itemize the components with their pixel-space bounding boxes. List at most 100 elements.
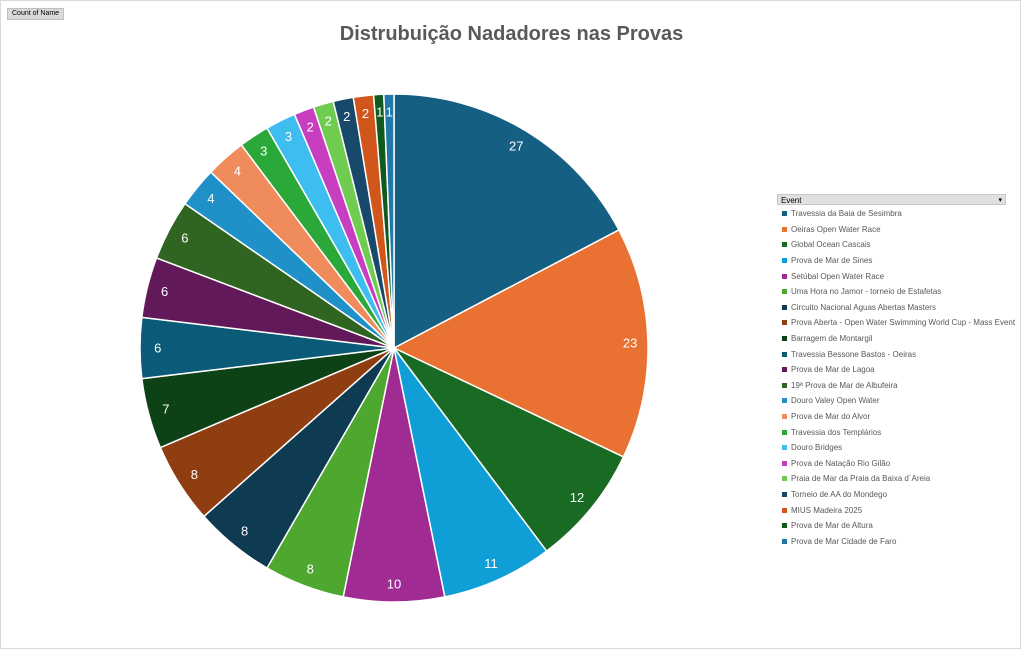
slice-data-label: 2	[325, 114, 332, 129]
legend-swatch	[782, 445, 787, 451]
legend-item[interactable]: Circuito Nacional Aguas Abertas Masters	[782, 300, 1015, 316]
legend-item[interactable]: Travessia da Baia de Sesimbra	[782, 206, 1015, 222]
legend-label: Setúbal Open Water Race	[791, 271, 885, 281]
legend-swatch	[782, 398, 787, 404]
legend-item[interactable]: Douro Bridges	[782, 440, 1015, 456]
slice-data-label: 12	[570, 490, 584, 505]
legend-item[interactable]: 19ª Prova de Mar de Albufeira	[782, 378, 1015, 394]
slice-data-label: 2	[307, 120, 314, 135]
legend-label: Uma Hora no Jamor - torneio de Estafetas	[791, 287, 942, 297]
chart-title: Distrubuição Nadadores nas Provas	[339, 23, 684, 45]
legend-item[interactable]: Travessia dos Templários	[782, 424, 1015, 440]
slice-data-label: 8	[191, 467, 198, 482]
legend-label: Torneio de AA do Mondego	[791, 489, 888, 499]
slice-data-label: 6	[154, 341, 161, 356]
legend-label: Praia de Mar da Praia da Baixa d´Areia	[791, 474, 931, 484]
legend-swatch	[782, 258, 787, 264]
legend-label: 19ª Prova de Mar de Albufeira	[791, 380, 898, 390]
slice-data-label: 1	[376, 105, 383, 120]
legend-swatch	[782, 211, 787, 217]
slice-data-label: 11	[484, 556, 498, 571]
legend-label: Travessia Bessone Bastos - Oeiras	[791, 349, 917, 359]
legend-label: Prova de Mar do Alvor	[791, 412, 871, 422]
legend-swatch	[782, 523, 787, 529]
legend-item[interactable]: Uma Hora no Jamor - torneio de Estafetas	[782, 284, 1015, 300]
legend-label: Prova Aberta - Open Water Swimming World…	[791, 318, 1016, 328]
legend-label: Prova de Natação Rio Gilão	[791, 458, 891, 468]
legend-item[interactable]: Prova de Mar do Alvor	[782, 409, 1015, 425]
legend-item[interactable]: Global Ocean Cascais	[782, 237, 1015, 253]
legend-swatch	[782, 491, 787, 497]
legend-item[interactable]: Prova de Mar de Sines	[782, 253, 1015, 269]
legend-item[interactable]: Prova de Mar de Altura	[782, 518, 1015, 534]
event-filter-label: Event	[781, 196, 802, 205]
legend-label: Prova de Mar de Lagoa	[791, 365, 875, 375]
slice-data-label: 4	[207, 191, 214, 206]
slice-data-label: 2	[362, 106, 369, 121]
legend-item[interactable]: Prova Aberta - Open Water Swimming World…	[782, 315, 1015, 331]
legend-item[interactable]: Prova de Mar Cidade de Faro	[782, 533, 1015, 549]
legend-swatch	[782, 226, 787, 232]
slice-data-label: 27	[509, 138, 523, 153]
slice-data-label: 1	[386, 104, 393, 119]
legend-item[interactable]: Travessia Bessone Bastos - Oeiras	[782, 346, 1015, 362]
slice-data-label: 3	[260, 143, 267, 158]
legend-item[interactable]: Oeiras Open Water Race	[782, 222, 1015, 238]
slice-data-label: 8	[241, 523, 248, 538]
legend-swatch	[782, 242, 787, 248]
legend-swatch	[782, 289, 787, 295]
legend-label: Oeiras Open Water Race	[791, 224, 881, 234]
legend-swatch	[782, 414, 787, 420]
legend-item[interactable]: MIUS Madeira 2025	[782, 502, 1015, 518]
slice-data-label: 10	[387, 577, 401, 592]
slice-data-label: 6	[161, 284, 168, 299]
legend-item[interactable]: Setúbal Open Water Race	[782, 268, 1015, 284]
legend-swatch	[782, 367, 787, 373]
pie-slice[interactable]	[393, 347, 625, 553]
legend-label: MIUS Madeira 2025	[791, 505, 863, 515]
legend-swatch	[782, 336, 787, 342]
legend-item[interactable]: Douro Valey Open Water	[782, 393, 1015, 409]
legend: Travessia da Baia de Sesimbra Oeiras Open…	[782, 206, 1015, 549]
legend-label: Douro Valey Open Water	[791, 396, 880, 406]
legend-label: Prova de Mar Cidade de Faro	[791, 536, 897, 546]
legend-swatch	[782, 429, 787, 435]
legend-item[interactable]: Prova de Natação Rio Gilão	[782, 456, 1015, 472]
legend-label: Circuito Nacional Aguas Abertas Masters	[791, 302, 936, 312]
legend-swatch	[782, 476, 787, 482]
slice-data-label: 6	[181, 231, 188, 246]
event-filter-dropdown[interactable]: Event ▾	[777, 194, 1006, 205]
legend-label: Travessia da Baia de Sesimbra	[791, 209, 902, 219]
legend-label: Prova de Mar de Sines	[791, 256, 873, 266]
legend-label: Barragem de Montargil	[791, 334, 873, 344]
count-of-name-field-button[interactable]: Count of Name	[7, 8, 65, 20]
legend-item[interactable]: Praia de Mar da Praia da Baixa d´Areia	[782, 471, 1015, 487]
pie-slice[interactable]	[393, 93, 620, 350]
legend-item[interactable]: Torneio de AA do Mondego	[782, 487, 1015, 503]
legend-label: Prova de Mar de Altura	[791, 521, 873, 531]
slice-data-label: 23	[623, 336, 637, 351]
legend-item[interactable]: Prova de Mar de Lagoa	[782, 362, 1015, 378]
slice-data-label: 7	[162, 402, 169, 417]
legend-swatch	[782, 538, 787, 544]
legend-swatch	[782, 460, 787, 466]
legend-swatch	[782, 382, 787, 388]
pie-slice[interactable]	[382, 93, 395, 349]
legend-item[interactable]: Barragem de Montargil	[782, 331, 1015, 347]
legend-swatch	[782, 320, 787, 326]
legend-swatch	[782, 507, 787, 513]
legend-swatch	[782, 273, 787, 279]
dropdown-arrow-icon[interactable]: ▾	[998, 197, 1002, 204]
slice-data-label: 4	[234, 164, 241, 179]
legend-label: Douro Bridges	[791, 443, 843, 453]
slice-data-label: 2	[343, 109, 350, 124]
slice-data-label: 8	[307, 561, 314, 576]
legend-label: Travessia dos Templários	[791, 427, 882, 437]
legend-label: Global Ocean Cascais	[791, 240, 871, 250]
pie-slice[interactable]	[392, 228, 649, 458]
legend-swatch	[782, 304, 787, 310]
slice-data-label: 3	[285, 129, 292, 144]
legend-swatch	[782, 351, 787, 357]
